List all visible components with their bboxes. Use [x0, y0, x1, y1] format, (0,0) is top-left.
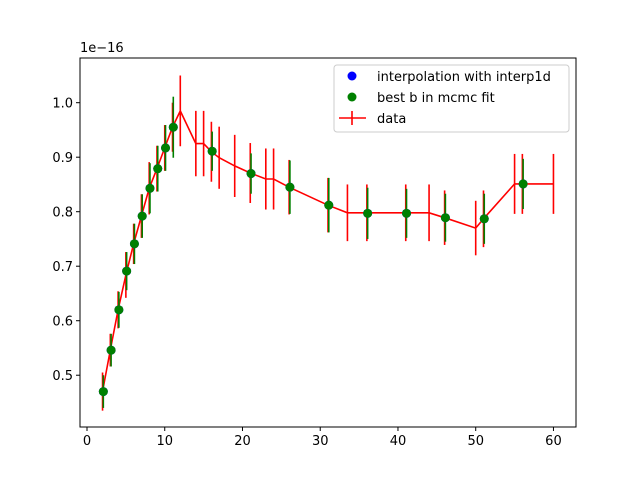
legend-mcmc-marker [347, 92, 357, 102]
mcmc-point [114, 305, 124, 315]
y-tick-label: 0.6 [52, 315, 73, 330]
mcmc-point [246, 169, 256, 179]
mcmc-point [129, 239, 139, 249]
x-axis: 0 10 20 30 40 50 60 [83, 427, 562, 449]
mcmc-point [106, 345, 116, 355]
legend-label: data [377, 112, 406, 127]
y-tick-label: 0.7 [52, 260, 73, 275]
y-axis-offset-label: 1e−16 [80, 41, 124, 56]
y-axis: 0.5 0.6 0.7 0.8 0.9 1.0 [52, 97, 80, 384]
x-tick-label: 30 [312, 434, 329, 449]
legend-box [333, 64, 570, 133]
x-tick-label: 0 [83, 434, 91, 449]
legend-label: interpolation with interp1d [377, 70, 551, 85]
mcmc-point [518, 179, 528, 189]
mcmc-point [207, 146, 217, 156]
mcmc-point [285, 182, 295, 192]
mcmc-point [440, 213, 450, 223]
x-tick-label: 10 [156, 434, 173, 449]
mcmc-point [168, 122, 178, 132]
mcmc-point [363, 208, 373, 218]
x-tick-label: 20 [234, 434, 251, 449]
legend-interp-marker [347, 71, 357, 81]
y-tick-label: 0.5 [52, 369, 73, 384]
x-tick-label: 60 [545, 434, 562, 449]
mcmc-point [153, 164, 163, 174]
axes-frame [79, 57, 577, 428]
x-tick-label: 50 [467, 434, 484, 449]
legend-label: best b in mcmc fit [377, 91, 495, 106]
mcmc-point [98, 387, 108, 397]
mcmc-point [161, 143, 171, 153]
mcmc-point [137, 211, 147, 221]
y-tick-label: 1.0 [52, 97, 73, 112]
y-tick-label: 0.8 [52, 206, 73, 221]
mcmc-point [402, 208, 412, 218]
plot-area [98, 75, 555, 411]
legend: interpolation with interp1d best b in mcm… [333, 64, 570, 133]
mcmc-point [122, 266, 132, 276]
mcmc-point [324, 200, 334, 210]
y-tick-label: 0.9 [52, 151, 73, 166]
mcmc-point [145, 183, 155, 193]
x-tick-label: 40 [390, 434, 407, 449]
mcmc-point [479, 214, 489, 224]
